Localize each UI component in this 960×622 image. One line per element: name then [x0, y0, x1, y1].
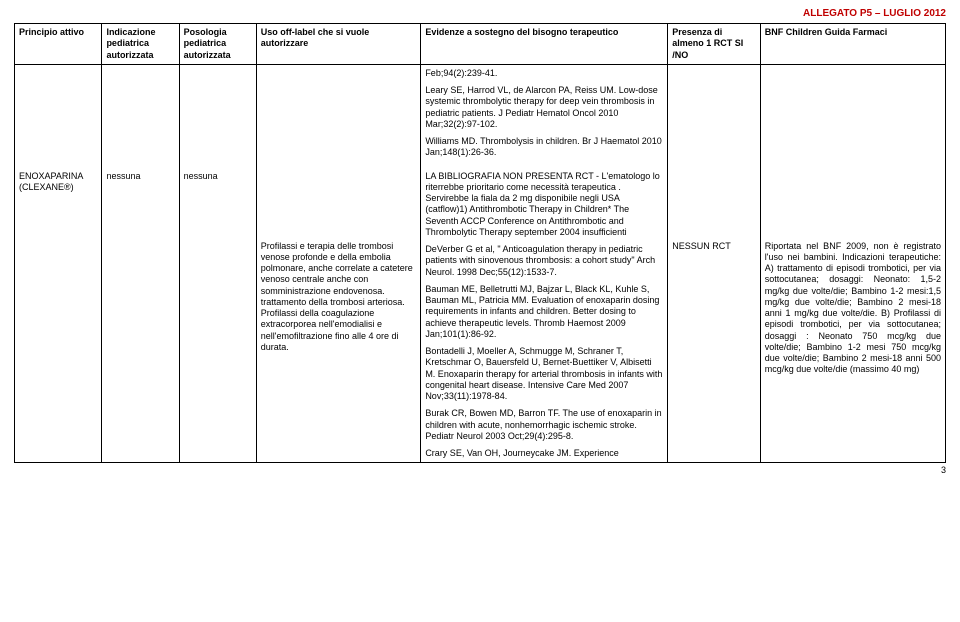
evidence-text: Bauman ME, Belletrutti MJ, Bajzar L, Bla… — [425, 284, 663, 340]
cell-empty — [256, 64, 421, 167]
cell-posologia: nessuna — [179, 168, 256, 463]
data-table: Principio attivo Indicazione pediatrica … — [14, 23, 946, 463]
col-principio: Principio attivo — [15, 24, 102, 65]
cell-empty — [668, 64, 761, 167]
cell-empty — [760, 64, 945, 167]
uso-text: Profilassi e terapia delle trombosi veno… — [261, 241, 417, 354]
cell-bnf: Riportata nel BNF 2009, non è registrato… — [760, 168, 945, 463]
evidence-text: Leary SE, Harrod VL, de Alarcon PA, Reis… — [425, 85, 663, 130]
evidence-text: LA BIBLIOGRAFIA NON PRESENTA RCT - L'ema… — [425, 171, 663, 239]
rct-text: NESSUN RCT — [672, 241, 756, 252]
evidence-text: DeVerber G et al, " Anticoagulation ther… — [425, 244, 663, 278]
cell-rct: NESSUN RCT — [668, 168, 761, 463]
cell-evidence: Feb;94(2):239-41. Leary SE, Harrod VL, d… — [421, 64, 668, 167]
cell-evidence: LA BIBLIOGRAFIA NON PRESENTA RCT - L'ema… — [421, 168, 668, 463]
page-number: 3 — [14, 465, 946, 475]
table-row: ENOXAPARINA (CLEXANE®) nessuna nessuna P… — [15, 168, 946, 463]
col-evidenze: Evidenze a sostegno del bisogno terapeut… — [421, 24, 668, 65]
col-presenza: Presenza di almeno 1 RCT SI /NO — [668, 24, 761, 65]
col-bnf: BNF Children Guida Farmaci — [760, 24, 945, 65]
col-posologia: Posologia pediatrica autorizzata — [179, 24, 256, 65]
col-indicazione: Indicazione pediatrica autorizzata — [102, 24, 179, 65]
bnf-text: Riportata nel BNF 2009, non è registrato… — [765, 241, 941, 376]
evidence-text: Crary SE, Van OH, Journeycake JM. Experi… — [425, 448, 663, 459]
evidence-text: Bontadelli J, Moeller A, Schmugge M, Sch… — [425, 346, 663, 402]
evidence-text: Williams MD. Thrombolysis in children. B… — [425, 136, 663, 159]
cell-empty — [15, 64, 102, 167]
document-header: ALLEGATO P5 – LUGLIO 2012 — [14, 8, 946, 19]
evidence-text: Burak CR, Bowen MD, Barron TF. The use o… — [425, 408, 663, 442]
cell-uso: Profilassi e terapia delle trombosi veno… — [256, 168, 421, 463]
cell-indic: nessuna — [102, 168, 179, 463]
cell-principio: ENOXAPARINA (CLEXANE®) — [15, 168, 102, 463]
cell-empty — [102, 64, 179, 167]
col-uso: Uso off-label che si vuole autorizzare — [256, 24, 421, 65]
evidence-text: Feb;94(2):239-41. — [425, 68, 663, 79]
cell-empty — [179, 64, 256, 167]
table-header-row: Principio attivo Indicazione pediatrica … — [15, 24, 946, 65]
table-row: Feb;94(2):239-41. Leary SE, Harrod VL, d… — [15, 64, 946, 167]
